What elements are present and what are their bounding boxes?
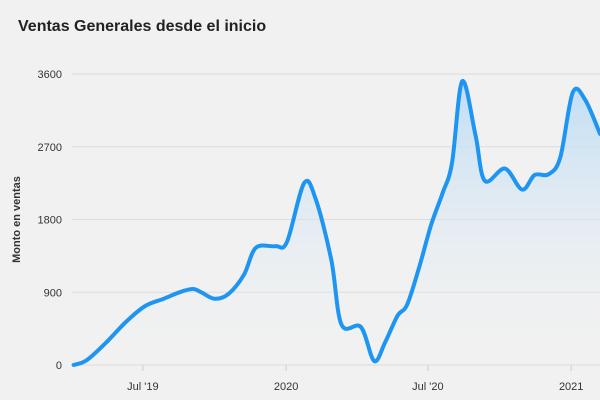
y-axis-title: Monto en ventas	[11, 176, 23, 263]
x-tick-label: 2021	[559, 381, 583, 393]
y-tick-label: 0	[56, 360, 62, 372]
series-area	[73, 81, 600, 365]
y-tick-label: 2700	[38, 142, 62, 154]
y-tick-label: 3600	[38, 69, 62, 81]
y-tick-label: 1800	[38, 215, 62, 227]
x-tick-label: 2020	[274, 381, 298, 393]
chart-title: Ventas Generales desde el inicio	[18, 18, 267, 35]
x-tick-label: Jul '19	[127, 381, 158, 393]
y-tick-label: 900	[44, 287, 62, 299]
x-tick-label: Jul '20	[412, 381, 443, 393]
series-line	[71, 79, 600, 367]
